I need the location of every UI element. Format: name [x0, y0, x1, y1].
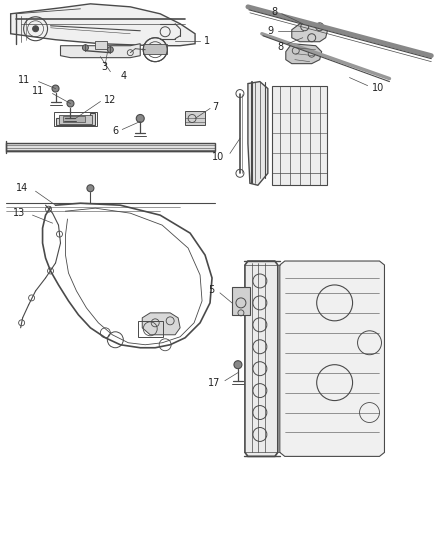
Text: 8: 8 — [278, 42, 284, 52]
Bar — [138, 321, 163, 337]
Circle shape — [151, 46, 159, 54]
Text: 9: 9 — [268, 26, 274, 36]
Polygon shape — [11, 4, 195, 46]
Text: 17: 17 — [208, 378, 220, 387]
Polygon shape — [60, 44, 140, 58]
Text: 4: 4 — [120, 70, 127, 80]
Text: 14: 14 — [16, 183, 28, 193]
Polygon shape — [245, 261, 278, 456]
Text: 13: 13 — [14, 208, 25, 218]
Text: 11: 11 — [32, 86, 45, 95]
Circle shape — [234, 361, 242, 369]
Circle shape — [52, 85, 59, 92]
Bar — [232, 287, 250, 315]
Circle shape — [87, 185, 94, 192]
Text: 1: 1 — [204, 36, 210, 46]
Circle shape — [82, 45, 88, 51]
Circle shape — [107, 47, 113, 53]
Text: 10: 10 — [212, 152, 224, 163]
Text: 3: 3 — [101, 62, 107, 71]
Text: 7: 7 — [212, 101, 218, 111]
Text: 11: 11 — [18, 75, 31, 85]
Text: 10: 10 — [371, 83, 384, 93]
Polygon shape — [286, 44, 321, 63]
Bar — [53, 112, 97, 126]
Circle shape — [32, 26, 39, 32]
Text: 8: 8 — [272, 7, 278, 17]
Polygon shape — [56, 114, 95, 125]
Bar — [95, 41, 107, 49]
Polygon shape — [143, 44, 167, 54]
Polygon shape — [292, 24, 328, 42]
Bar — [272, 86, 327, 185]
Polygon shape — [248, 82, 268, 185]
Polygon shape — [142, 313, 180, 335]
Text: 5: 5 — [208, 285, 214, 295]
Text: 6: 6 — [112, 126, 118, 136]
Polygon shape — [280, 261, 385, 456]
Bar — [185, 111, 205, 125]
Circle shape — [136, 115, 144, 123]
Text: 12: 12 — [104, 94, 117, 104]
Bar — [64, 117, 85, 123]
Polygon shape — [6, 143, 215, 151]
Circle shape — [67, 100, 74, 107]
Bar — [59, 116, 92, 124]
